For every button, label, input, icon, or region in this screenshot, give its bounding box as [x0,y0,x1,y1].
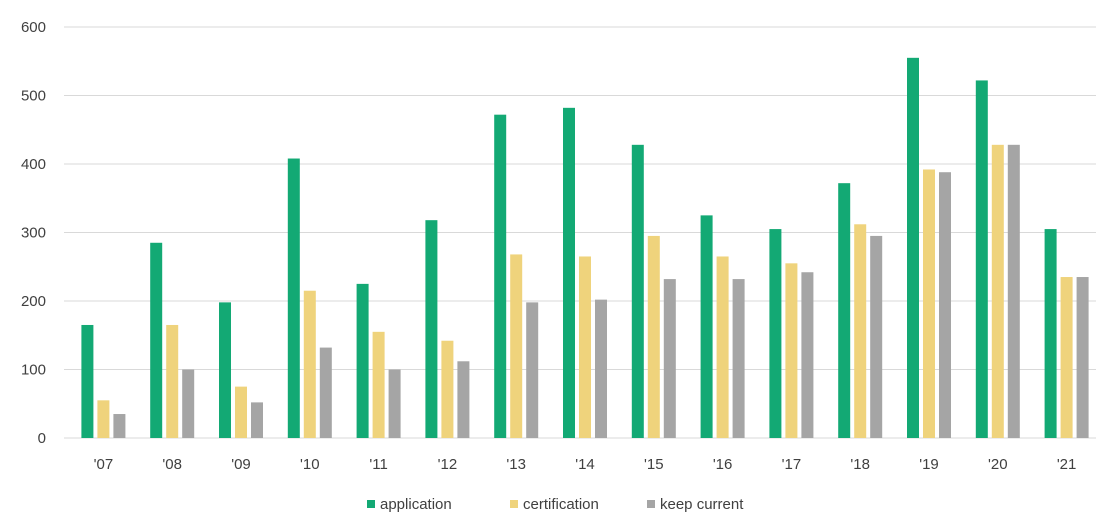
bar-keep-current-13 [1007,144,1020,438]
legend-label-certification: certification [523,496,599,513]
y-tick-label: 0 [38,430,46,447]
bar-certification-0 [97,400,110,438]
x-tick-label: '15 [644,456,664,473]
bar-application-7 [563,107,575,438]
bar-certification-5 [441,340,454,438]
bar-application-5 [425,220,438,438]
legend-swatch-application [367,500,375,508]
bar-application-6 [494,114,507,439]
x-tick-label: '09 [231,456,251,473]
x-tick-label: '10 [300,456,320,473]
x-tick-label: '16 [713,456,733,473]
bar-keep-current-11 [870,235,883,438]
bar-certification-2 [235,386,247,438]
legend-label-application: application [380,496,452,513]
bar-certification-11 [854,224,867,438]
bar-keep-current-14 [1076,277,1089,438]
y-tick-label: 400 [21,156,46,173]
x-tick-label: '19 [919,456,939,473]
bar-application-0 [81,324,94,438]
y-tick-label: 200 [21,293,46,310]
bar-application-1 [150,242,163,438]
x-tick-label: '20 [988,456,1008,473]
bar-application-14 [1044,229,1057,438]
x-tick-label: '21 [1057,456,1077,473]
x-tick-label: '17 [782,456,802,473]
bar-keep-current-2 [251,402,263,438]
bar-certification-4 [372,331,385,438]
y-axis-ticks: 0 100 200 300 400 500 600 [21,19,46,447]
bar-keep-current-8 [663,279,676,438]
bar-application-13 [975,80,988,439]
bar-keep-current-0 [113,414,126,438]
bar-keep-current-10 [801,272,814,438]
bar-application-11 [838,183,851,438]
bar-certification-9 [716,256,729,438]
x-tick-label: '08 [162,456,182,473]
bar-certification-6 [510,254,523,438]
bar-certification-10 [785,263,798,438]
bar-application-10 [769,229,782,438]
y-tick-label: 600 [21,19,46,36]
y-tick-label: 500 [21,88,46,105]
bar-application-12 [907,57,919,438]
bar-application-2 [219,302,231,438]
x-tick-label: '13 [506,456,526,473]
legend-label-keep-current: keep current [660,496,744,513]
legend: application certification keep current [367,496,744,513]
bar-keep-current-7 [595,299,607,438]
x-axis-ticks: '07 '08 '09 '10 '11 '12 '13 '14 '15 '16 '17 '18 '19 '… [94,456,1077,473]
bar-keep-current-1 [182,369,195,438]
y-tick-label: 100 [21,362,46,379]
x-tick-label: '18 [850,456,870,473]
y-tick-label: 300 [21,225,46,242]
bar-certification-1 [166,324,179,438]
bar-keep-current-5 [457,361,470,438]
bar-keep-current-4 [388,369,401,438]
x-tick-label: '11 [369,456,387,473]
bar-application-4 [356,283,369,438]
bar-keep-current-6 [526,302,539,438]
x-tick-label: '14 [575,456,595,473]
x-tick-label: '07 [94,456,114,473]
bar-certification-14 [1060,277,1073,438]
bar-keep-current-9 [732,279,745,438]
bar-certification-12 [923,169,935,439]
bar-certification-7 [579,256,591,438]
bar-application-8 [631,144,644,438]
bar-keep-current-3 [319,347,332,438]
bar-certification-13 [991,144,1004,438]
legend-swatch-keep-current [647,500,655,508]
bar-application-3 [287,158,300,438]
x-tick-label: '12 [438,456,458,473]
bars [81,57,1089,439]
bar-keep-current-12 [939,172,951,438]
legend-swatch-certification [510,500,518,508]
bar-certification-3 [303,290,316,438]
bar-certification-8 [647,235,660,438]
bar-application-9 [700,215,713,438]
